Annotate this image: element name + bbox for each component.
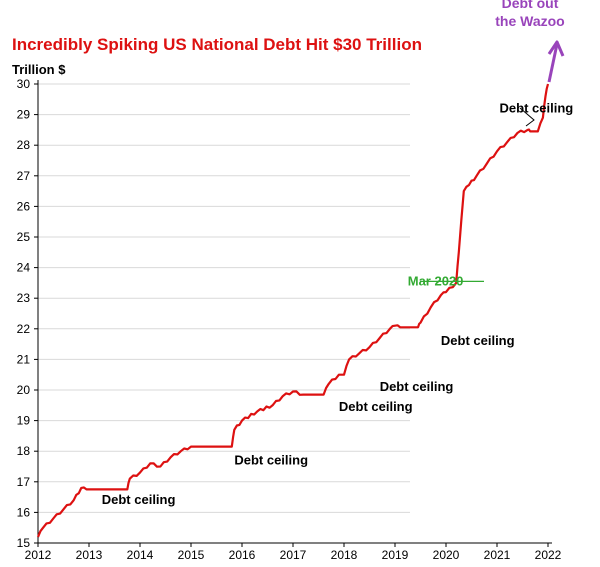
annotation-decor — [420, 40, 565, 282]
y-tick-label: 18 — [17, 444, 31, 458]
y-tick-label: 25 — [17, 230, 31, 244]
y-tick-label: 16 — [17, 505, 31, 519]
debt-ceiling-label: Debt ceiling — [380, 379, 454, 394]
x-tick-label: 2019 — [382, 548, 409, 562]
x-tick-label: 2022 — [535, 548, 562, 562]
series-group — [36, 83, 550, 538]
x-tick-label: 2021 — [484, 548, 511, 562]
mar-2020-label: Mar 2020 — [408, 273, 464, 288]
axes — [34, 80, 552, 547]
x-tick-labels: 2012 2013 2014 2015 2016 2017 2018 2019 2020 2021… — [25, 548, 562, 562]
x-tick-label: 2015 — [178, 548, 205, 562]
chart-title: Incredibly Spiking US National Debt Hit … — [12, 35, 422, 54]
debt-ceiling-label: Debt ceiling — [339, 399, 413, 414]
y-tick-label: 29 — [17, 108, 31, 122]
y-tick-labels: 15 16 17 18 19 20 21 22 23 24 25 26 27 28 29 30 — [17, 77, 31, 550]
y-tick-label: 26 — [17, 199, 31, 213]
y-tick-label: 30 — [17, 77, 31, 91]
y-tick-label: 21 — [17, 352, 31, 366]
gridlines — [38, 83, 410, 513]
wazoo-callout: Debt out the Wazoo — [495, 0, 564, 29]
debt-ceiling-label: Debt ceiling — [441, 333, 515, 348]
x-tick-label: 2018 — [331, 548, 358, 562]
annotation-labels: Debt ceiling Debt ceiling Debt ceiling Debt… — [102, 100, 574, 507]
x-tick-label: 2016 — [229, 548, 256, 562]
debt-ceiling-label: Debt ceiling — [234, 452, 308, 467]
x-tick-label: 2013 — [76, 548, 103, 562]
y-tick-label: 20 — [17, 383, 31, 397]
y-tick-label: 27 — [17, 169, 31, 183]
y-tick-label: 24 — [17, 261, 31, 275]
x-tick-label: 2020 — [433, 548, 460, 562]
x-tick-label: 2012 — [25, 548, 52, 562]
wazoo-arrow-shaft — [547, 43, 559, 83]
debt-ceiling-leader-line — [519, 107, 535, 127]
y-tick-label: 28 — [17, 138, 31, 152]
debt-ceiling-label: Debt ceiling — [500, 100, 574, 115]
y-tick-label: 17 — [17, 475, 31, 489]
wazoo-label-line: the Wazoo — [495, 13, 564, 29]
wazoo-label-line: Debt out — [502, 0, 559, 11]
y-axis-label: Trillion $ — [12, 62, 66, 77]
y-tick-label: 23 — [17, 291, 31, 305]
wazoo-arrow-head — [547, 40, 565, 57]
y-tick-label: 19 — [17, 414, 31, 428]
debt-series-line — [36, 83, 550, 538]
x-tick-label: 2017 — [280, 548, 307, 562]
debt-ceiling-label: Debt ceiling — [102, 492, 176, 507]
y-tick-label: 15 — [17, 536, 31, 550]
x-tick-label: 2014 — [127, 548, 154, 562]
y-tick-label: 22 — [17, 322, 31, 336]
